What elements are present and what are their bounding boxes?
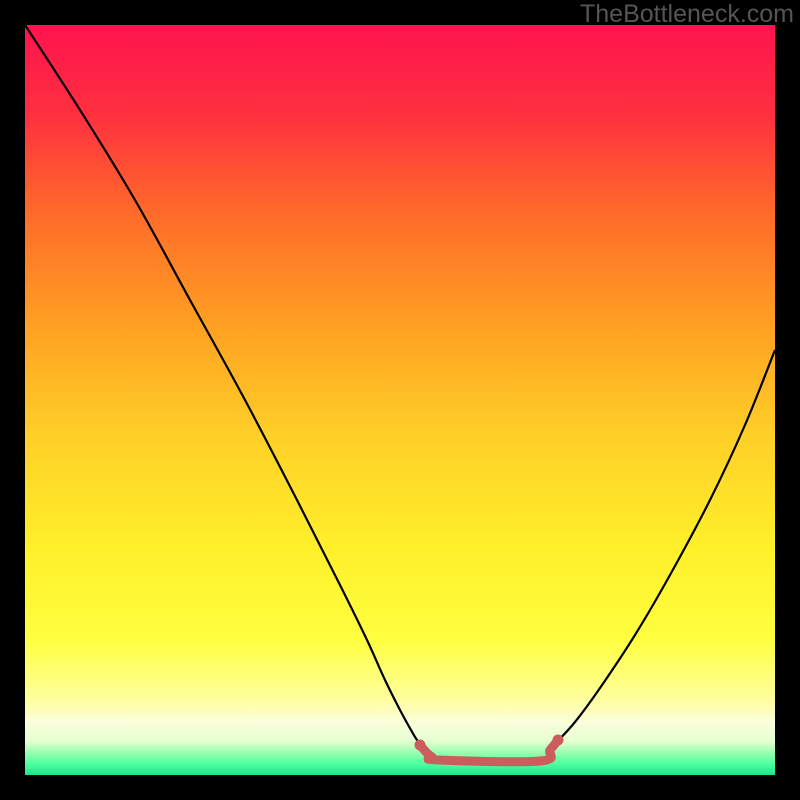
watermark-text: TheBottleneck.com (580, 0, 794, 29)
plot-area (25, 25, 775, 775)
